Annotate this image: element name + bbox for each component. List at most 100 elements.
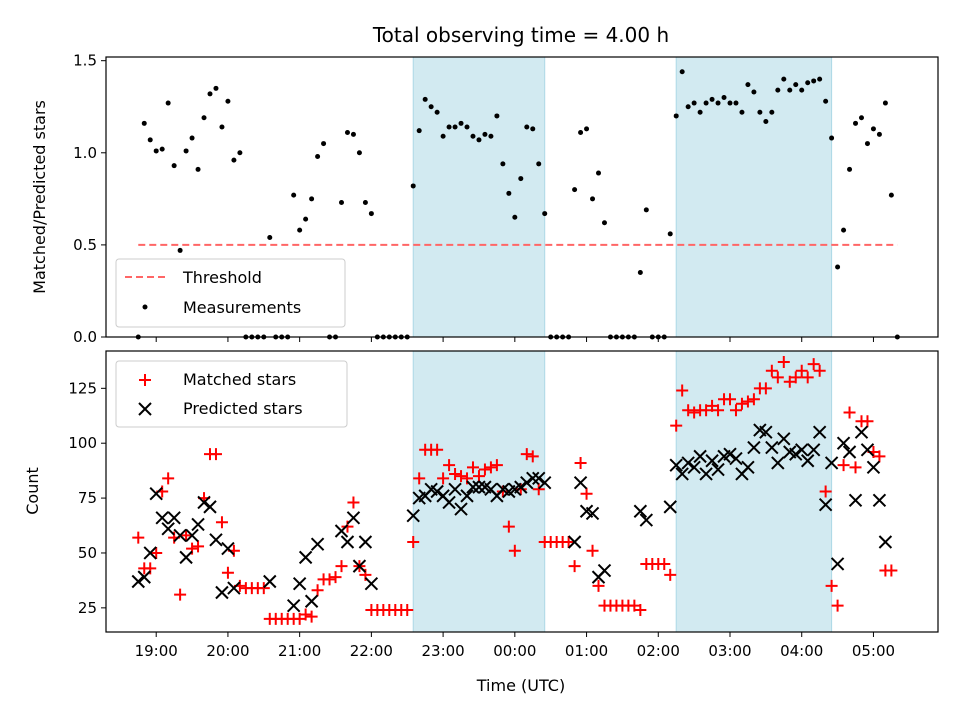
x-tick-label: 02:00: [637, 642, 680, 660]
measurement-point: [488, 133, 494, 139]
measurement-point: [470, 133, 476, 139]
matched-stars-point: [562, 535, 575, 548]
matched-stars-point: [472, 470, 485, 483]
matched-stars-point: [466, 461, 479, 474]
bottom-panel: 25 50 75 100 125 19:00 20:00 21:00 22:00 23:00 00…: [23, 350, 939, 695]
predicted-stars-point: [842, 445, 857, 459]
measurement-point: [745, 82, 751, 88]
measurement-point: [518, 176, 524, 182]
matched-stars-point: [484, 461, 497, 474]
legend-predicted-swatch: [138, 402, 152, 416]
measurement-point: [153, 148, 159, 154]
matched-stars-point: [765, 364, 778, 377]
matched-stars-point: [885, 564, 898, 577]
matched-stars-point: [455, 470, 468, 483]
predicted-stars-point: [185, 528, 199, 543]
measurement-point: [829, 135, 835, 141]
predicted-stars-point: [866, 460, 881, 475]
predicted-stars-point: [364, 576, 379, 591]
measurement-point: [141, 120, 147, 126]
measurement-point: [697, 109, 703, 115]
matched-stars-point: [311, 584, 324, 597]
predicted-stars-point: [747, 440, 761, 455]
matched-stars-point: [514, 483, 527, 496]
top-y-axis-label: Matched/Predicted stars: [30, 100, 49, 294]
predicted-stars-point: [203, 500, 217, 514]
matched-stars-point: [843, 406, 856, 419]
matched-stars-point: [574, 456, 587, 469]
x-tick-label: 05:00: [852, 642, 895, 660]
legend-predicted-label: Predicted stars: [183, 399, 303, 418]
matched-stars-point: [825, 579, 838, 592]
measurement-point: [787, 87, 793, 93]
x-tick-label: 22:00: [350, 642, 393, 660]
predicted-stars-point: [663, 500, 677, 514]
matched-stars-point: [431, 443, 444, 456]
predicted-stars-point: [795, 443, 809, 457]
x-tick-label: 21:00: [278, 642, 321, 660]
measurement-point: [584, 126, 590, 132]
matched-stars-point: [221, 566, 234, 579]
measurement-point: [434, 109, 440, 115]
measurement-point: [835, 264, 841, 270]
predicted-stars-point: [472, 480, 486, 494]
measurement-point: [356, 150, 362, 156]
predicted-stars-point: [292, 576, 307, 591]
matched-stars-point: [712, 404, 725, 417]
legend-measurements-swatch: [142, 304, 148, 310]
matched-stars-point: [759, 382, 772, 395]
measurement-point: [679, 69, 685, 75]
predicted-stars-point: [633, 504, 648, 518]
predicted-stars-point: [573, 476, 588, 490]
measurement-point: [201, 115, 207, 121]
bottom-legend-box: [115, 360, 348, 428]
measurement-point: [368, 211, 374, 217]
predicted-stars-point: [167, 511, 181, 525]
predicted-stars-point: [687, 460, 701, 475]
matched-stars-point: [664, 568, 677, 581]
measurement-point: [344, 130, 350, 136]
measurement-point: [350, 131, 356, 137]
x-tick-label: 01:00: [565, 642, 608, 660]
measurement-point: [195, 166, 201, 172]
measurement-point: [231, 157, 237, 163]
measurement-point: [207, 91, 213, 97]
matched-stars-point: [150, 546, 163, 559]
x-tick-label: 04:00: [780, 642, 823, 660]
top-legend: Threshold Measurements: [115, 258, 346, 328]
matched-stars-point: [795, 364, 808, 377]
measurement-point: [422, 96, 428, 102]
measurement-point: [165, 100, 171, 106]
legend-matched-swatch: [139, 374, 151, 386]
predicted-stars-point: [830, 557, 845, 571]
measurement-point: [572, 187, 578, 193]
measurement-point: [709, 96, 715, 102]
predicted-stars-point: [639, 513, 654, 527]
predicted-stars-point: [681, 456, 695, 470]
predicted-stars-point: [526, 471, 540, 486]
predicted-stars-point: [705, 454, 719, 468]
y-tick-label: 100: [68, 434, 97, 452]
matched-stars-point: [162, 472, 175, 485]
measurement-point: [213, 85, 219, 91]
x-tick-label: 23:00: [421, 642, 464, 660]
measurement-point: [494, 113, 500, 119]
measurement-point: [841, 227, 847, 233]
measurement-point: [440, 133, 446, 139]
measurement-point: [147, 137, 153, 143]
matched-stars-point: [682, 404, 695, 417]
matched-stars-point: [837, 459, 850, 472]
matched-stars-point: [520, 448, 533, 461]
predicted-stars-point: [442, 495, 456, 510]
matched-stars-point: [789, 371, 802, 384]
measurement-point: [703, 100, 709, 106]
matched-stars-point: [777, 355, 790, 368]
measurement-point: [757, 109, 763, 115]
predicted-stars-point: [765, 440, 779, 455]
predicted-stars-point: [729, 451, 743, 466]
measurement-point: [847, 166, 853, 172]
legend-measurements-label: Measurements: [183, 298, 301, 317]
matched-stars-point: [873, 450, 886, 463]
x-tick-label: 19:00: [135, 642, 178, 660]
top-legend-box: [115, 258, 346, 328]
